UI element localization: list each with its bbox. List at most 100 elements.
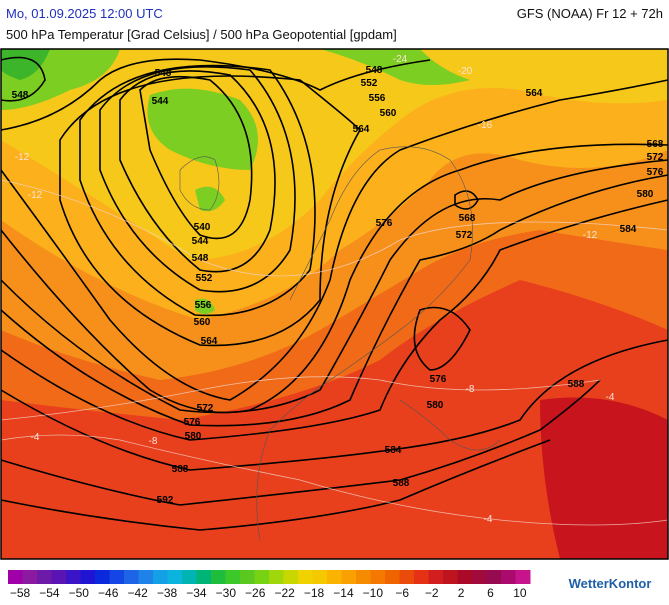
colorbar-swatch: [341, 570, 357, 584]
contour-label: 576: [376, 218, 393, 229]
map: 548 548 544 548 552 556 560 564 564 568 572 576 580 5…: [0, 48, 669, 560]
colorbar-label: −18: [304, 586, 325, 600]
contour-label: 584: [620, 224, 637, 235]
colorbar-label: −46: [98, 586, 119, 600]
temp-field: [540, 397, 668, 559]
isotherm-label: -24: [393, 54, 408, 65]
colorbar-swatch: [109, 570, 125, 584]
colorbar-label: −2: [425, 586, 439, 600]
contour-label: 588: [568, 379, 585, 390]
colorbar-swatch: [51, 570, 67, 584]
contour-labels: 548 548 544 548 552 556 560 564 564 568 572 576 580 5…: [12, 65, 664, 506]
contour-label: 568: [459, 213, 476, 224]
colorbar-swatch: [66, 570, 81, 584]
logo: WetterKontor: [569, 576, 652, 591]
isotherm-label: -12: [15, 152, 30, 163]
colorbar-label: −42: [127, 586, 148, 600]
colorbar-swatch: [443, 570, 458, 584]
contour-label: 588: [393, 478, 410, 489]
colorbar-swatch: [356, 570, 371, 584]
colorbar-label: −14: [333, 586, 354, 600]
isotherm-label: -16: [478, 120, 493, 131]
contour-label: 548: [192, 253, 209, 264]
contour-label: 580: [637, 189, 654, 200]
isotherms: [0, 179, 669, 526]
temp-field: [1, 49, 470, 314]
contour-label: 564: [201, 336, 218, 347]
isotherm-label: -8: [149, 436, 158, 447]
contour-label: 592: [157, 495, 174, 506]
model-run: GFS (NOAA) Fr 12 + 72h: [517, 6, 663, 21]
contour-label: 556: [369, 93, 386, 104]
contour-label: 548: [155, 68, 172, 79]
contour-label: 576: [647, 167, 664, 178]
colorbar-swatch: [124, 570, 139, 584]
contour-label: 576: [184, 417, 201, 428]
colorbar-swatch: [399, 570, 415, 584]
colorbar-swatch: [254, 570, 270, 584]
colorbar-swatch: [95, 570, 110, 584]
colorbar-swatch: [298, 570, 313, 584]
colorbar-swatch: [211, 570, 226, 584]
colorbar-swatch: [327, 570, 342, 584]
colorbar-swatch: [312, 570, 328, 584]
colorbar-swatch: [182, 570, 197, 584]
colorbar-swatch: [515, 570, 531, 584]
contour-label: 588: [172, 464, 189, 475]
colorbar-swatch: [428, 570, 444, 584]
colorbar-label: 6: [487, 586, 494, 600]
temp-field: [1, 49, 50, 80]
isotherm-label: -4: [31, 432, 40, 443]
contour-label: 560: [194, 317, 211, 328]
colorbar-label: 2: [458, 586, 465, 600]
contour-label: 564: [526, 88, 543, 99]
contour-label: 540: [194, 222, 211, 233]
isotherm-labels: -24 -20 -16 -12 -12 -12 -8 -8 -4 -4 -4: [15, 54, 615, 525]
isotherm-label: -8: [466, 384, 475, 395]
colorbar-label: −38: [157, 586, 178, 600]
contour-label: 556: [195, 300, 212, 311]
subtitle: 500 hPa Temperatur [Grad Celsius] / 500 …: [6, 27, 397, 42]
colorbar-swatch: [472, 570, 487, 584]
contour-label: 548: [366, 65, 383, 76]
contour-label: 564: [353, 124, 370, 135]
colorbar-label: −34: [186, 586, 207, 600]
colorbar-swatch: [80, 570, 96, 584]
isotherm-label: -12: [28, 190, 43, 201]
colorbar-swatch: [269, 570, 284, 584]
contour-label: 544: [152, 96, 169, 107]
contour-label: 544: [192, 236, 209, 247]
colorbar-swatch: [167, 570, 183, 584]
colorbar-swatch: [501, 570, 516, 584]
colorbar-swatch: [414, 570, 429, 584]
contour-label: 552: [361, 78, 378, 89]
isotherm-label: -4: [606, 392, 615, 403]
colorbar-label: −30: [216, 586, 237, 600]
contour-label: 568: [647, 139, 664, 150]
contour-label: 572: [197, 403, 214, 414]
contours: [0, 56, 669, 531]
coastlines: [179, 146, 501, 541]
colorbar-swatch: [153, 570, 168, 584]
colorbar-label: −54: [39, 586, 60, 600]
contour-label: 576: [430, 374, 447, 385]
colorbar-swatch: [22, 570, 38, 584]
colorbar-swatch: [240, 570, 255, 584]
contour-label: 560: [380, 108, 397, 119]
isotherm-label: -4: [484, 514, 493, 525]
map-frame: [0, 48, 669, 560]
colorbar-label: 10: [513, 586, 527, 600]
colorbar-swatch: [196, 570, 212, 584]
contour-label: 572: [647, 152, 664, 163]
contour-label: 548: [12, 90, 29, 101]
colorbar-swatch: [283, 570, 299, 584]
colorbar-swatch: [486, 570, 502, 584]
contour-label: 552: [196, 273, 213, 284]
isotherm-label: -12: [583, 230, 598, 241]
colorbar-label: −58: [10, 586, 31, 600]
colorbar-swatch: [8, 570, 23, 584]
colorbar: −58 −54 −50 −46 −42 −38 −34 −30 −26 −22 −18 −14 −10−…: [8, 570, 531, 600]
contour-label: 584: [385, 445, 402, 456]
isotherm-label: -20: [458, 66, 473, 77]
